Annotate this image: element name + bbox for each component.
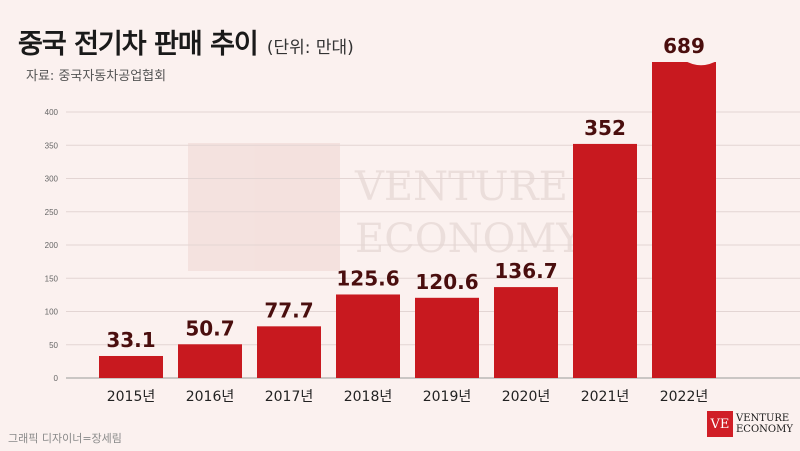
- bar: [494, 287, 558, 378]
- data-label: 120.6: [415, 270, 478, 294]
- chart-title: 중국 전기차 판매 추이: [18, 29, 259, 60]
- logo-wordmark: VENTURE ECONOMY: [736, 413, 793, 435]
- logo-line2: ECONOMY: [736, 424, 793, 435]
- venture-economy-logo: VE VENTURE ECONOMY: [707, 411, 793, 437]
- data-label: 33.1: [106, 328, 155, 352]
- data-label: 125.6: [336, 266, 399, 290]
- bar: [257, 326, 321, 378]
- data-label: 689: [663, 34, 705, 58]
- x-tick-label: 2015년: [107, 389, 156, 405]
- y-tick-label: 250: [45, 208, 59, 217]
- watermark: VENTURE ECONOMY: [188, 143, 583, 271]
- x-axis: 2015년 2016년 2017년 2018년 2019년 2020년 2021년 2022년: [107, 389, 709, 405]
- x-tick-label: 2018년: [344, 389, 393, 405]
- unit-label: (단위: 만대): [266, 38, 354, 58]
- x-tick-label: 2021년: [581, 389, 630, 405]
- x-tick-label: 2022년: [660, 389, 709, 405]
- y-tick-label: 100: [45, 308, 59, 317]
- y-tick-label: 200: [45, 241, 59, 250]
- logo-mark-icon: VE: [707, 411, 733, 437]
- y-tick-label: 50: [49, 341, 58, 350]
- watermark-logo-mark: [188, 143, 340, 271]
- source-note: 자료: 중국자동차공업협회: [26, 69, 167, 84]
- logo-line1: VENTURE: [736, 413, 790, 424]
- watermark-line2: ECONOMY: [355, 216, 583, 262]
- axis-break-mark: [648, 50, 720, 66]
- data-label: 50.7: [185, 316, 234, 340]
- y-tick-label: 0: [54, 374, 59, 383]
- data-label: 77.7: [264, 298, 313, 322]
- y-tick-label: 300: [45, 175, 59, 184]
- bar: [415, 297, 479, 378]
- bar: [178, 344, 242, 378]
- bars: 33.1 50.7 77.7 125.6 120.6 136.7 352 689: [99, 34, 720, 378]
- bar: [573, 143, 637, 378]
- graphic-credit: 그래픽 디자이너=장세림: [8, 432, 122, 445]
- y-tick-label: 350: [45, 141, 59, 150]
- x-tick-label: 2020년: [502, 389, 551, 405]
- data-label: 352: [584, 116, 626, 140]
- y-axis: 0 50 100 150 200 250 300 350 400: [45, 108, 59, 383]
- watermark-line1: VENTURE: [354, 164, 568, 210]
- bar: [652, 62, 716, 378]
- bar: [336, 294, 400, 378]
- title-row: 중국 전기차 판매 추이 (단위: 만대): [18, 22, 354, 61]
- x-tick-label: 2016년: [186, 389, 235, 405]
- data-label: 136.7: [494, 259, 557, 283]
- x-tick-label: 2019년: [423, 389, 472, 405]
- bar: [99, 355, 163, 378]
- x-tick-label: 2017년: [265, 389, 314, 405]
- y-tick-label: 400: [45, 108, 59, 117]
- y-tick-label: 150: [45, 274, 59, 283]
